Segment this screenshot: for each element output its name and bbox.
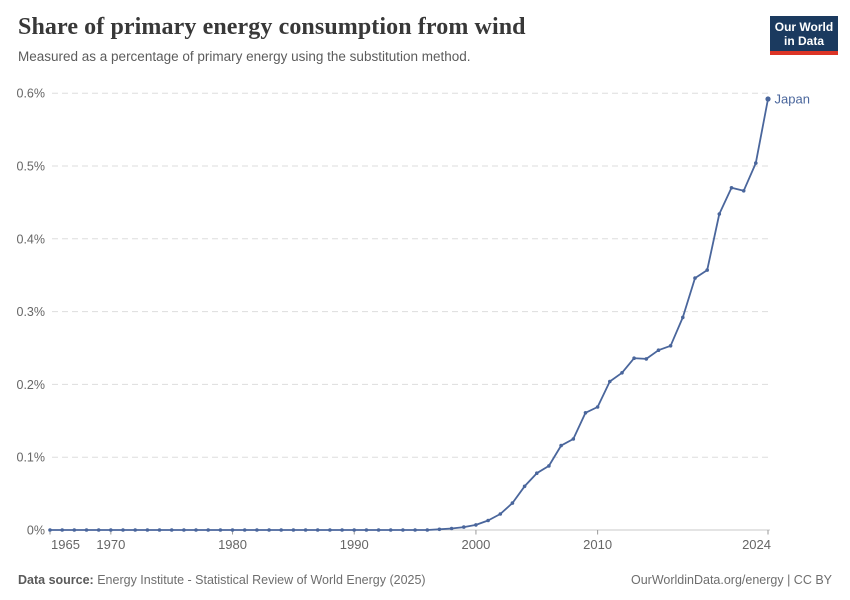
y-axis-tick-label: 0.1% — [17, 451, 46, 465]
data-point — [303, 528, 308, 532]
data-point — [315, 528, 320, 532]
y-axis-tick-label: 0.6% — [17, 87, 46, 101]
x-axis-tick-label: 2000 — [461, 537, 490, 552]
chart-header: Share of primary energy consumption from… — [18, 14, 832, 64]
data-point — [620, 371, 624, 375]
data-source-note: Data source: Energy Institute - Statisti… — [18, 573, 426, 587]
data-point — [109, 528, 113, 532]
data-point — [84, 528, 89, 532]
data-point — [608, 379, 612, 384]
data-point — [255, 528, 259, 532]
data-point — [291, 528, 296, 532]
data-point — [437, 527, 442, 532]
data-point — [693, 276, 697, 280]
data-point — [510, 501, 515, 505]
data-line — [49, 98, 769, 531]
data-point — [413, 528, 417, 532]
data-point — [206, 528, 210, 532]
chart-footer: Data source: Energy Institute - Statisti… — [18, 573, 832, 587]
data-point — [169, 528, 174, 532]
data-point — [644, 357, 649, 361]
data-point — [376, 528, 381, 532]
data-point — [182, 528, 186, 532]
series-label: Japan — [775, 92, 810, 107]
y-axis-tick-label: 0.4% — [17, 232, 46, 246]
data-point — [632, 356, 636, 361]
owid-logo: Our World in Data — [770, 16, 838, 55]
data-point — [656, 348, 661, 353]
data-point — [705, 268, 709, 272]
data-point — [279, 528, 284, 532]
data-point — [230, 528, 235, 532]
data-point — [474, 523, 478, 527]
x-axis-tick-label: 2024 — [742, 537, 771, 552]
data-point — [449, 526, 454, 531]
data-point — [133, 528, 137, 532]
data-point — [388, 528, 393, 532]
data-point — [328, 528, 332, 532]
data-source-label: Data source: — [18, 573, 94, 587]
data-point — [352, 528, 357, 532]
data-point — [583, 411, 588, 415]
data-point — [340, 528, 344, 532]
data-point — [121, 528, 125, 532]
data-point — [668, 344, 673, 348]
data-point — [522, 484, 527, 489]
y-axis-tick-label: 0.5% — [17, 160, 46, 174]
x-axis-tick-label: 1970 — [96, 537, 125, 552]
data-point — [242, 528, 247, 532]
data-point — [145, 528, 150, 532]
data-point — [717, 212, 722, 216]
x-axis-tick-label: 1990 — [340, 537, 369, 552]
data-point — [72, 528, 77, 532]
y-axis-tick-label: 0.2% — [17, 378, 46, 392]
data-point — [729, 186, 734, 190]
data-point — [462, 525, 466, 529]
y-axis-tick-label: 0.3% — [17, 305, 46, 319]
x-axis-tick-label: 1980 — [218, 537, 247, 552]
data-point — [547, 464, 551, 468]
owid-logo-line2: in Data — [783, 34, 824, 48]
data-point — [194, 528, 198, 532]
data-point — [267, 528, 271, 532]
data-point — [595, 405, 600, 409]
data-point — [364, 528, 369, 532]
data-point — [754, 161, 758, 165]
x-axis-tick-label: 1965 — [51, 537, 80, 552]
data-point — [157, 528, 162, 532]
data-point-last — [765, 96, 771, 102]
x-axis-tick-label: 2010 — [583, 537, 612, 552]
data-point — [48, 528, 52, 532]
data-point — [425, 528, 430, 532]
y-axis-tick-label: 0% — [27, 524, 45, 538]
data-source-text: Energy Institute - Statistical Review of… — [93, 573, 426, 587]
data-point — [96, 528, 101, 532]
data-point — [60, 528, 64, 532]
data-point — [218, 528, 223, 532]
data-point — [741, 189, 746, 193]
data-point — [486, 518, 490, 523]
chart-subtitle: Measured as a percentage of primary ener… — [18, 49, 471, 64]
data-point — [681, 315, 685, 320]
data-point — [559, 443, 563, 448]
data-point — [535, 471, 539, 476]
data-point — [571, 437, 576, 441]
license-note: OurWorldinData.org/energy | CC BY — [630, 573, 832, 587]
data-point — [498, 512, 503, 516]
data-point — [401, 528, 405, 532]
owid-logo-line1: Our World — [774, 20, 834, 34]
chart-title: Share of primary energy consumption from… — [18, 14, 526, 40]
